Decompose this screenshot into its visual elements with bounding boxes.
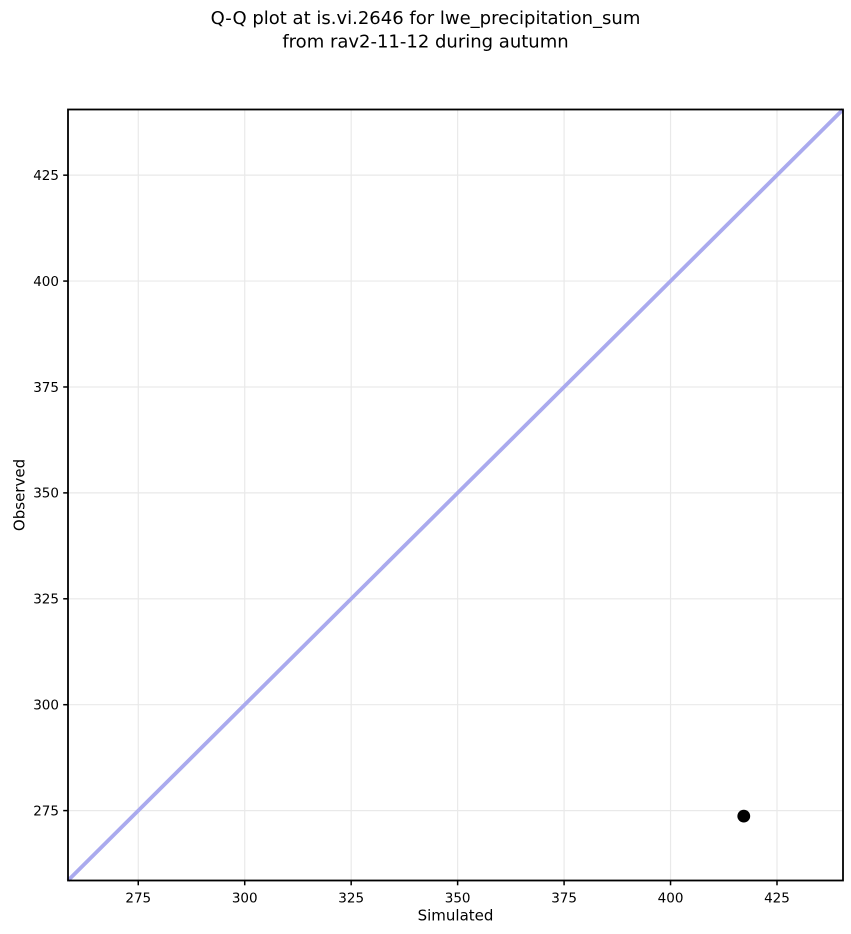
x-tick-label: 350 [445,891,471,907]
axis-ticks [63,174,778,886]
x-tick-label: 325 [338,891,364,907]
scatter-points [737,809,751,823]
gridlines [68,109,843,881]
scatter-point [737,809,751,823]
y-tick-label: 275 [33,803,59,819]
plot-border [67,108,844,882]
y-tick-label: 400 [33,274,59,290]
identity-line [66,108,845,882]
y-axis-label: Observed [11,459,29,531]
axis-tick-labels: 275 300 325 350 375 400 425 275 300 325 350 375 400 4… [33,168,790,907]
identity-line-group [66,108,845,882]
x-tick-label: 400 [658,891,684,907]
y-tick-label: 325 [33,592,59,608]
x-axis-label: Simulated [418,907,494,925]
x-tick-label: 425 [764,891,790,907]
y-tick-label: 300 [33,697,59,713]
x-tick-label: 275 [125,891,151,907]
y-tick-label: 425 [33,168,59,184]
x-tick-label: 300 [232,891,258,907]
y-tick-label: 350 [33,486,59,502]
chart-title-line2: from rav2-11-12 during autumn [282,32,568,53]
chart-title-line1: Q-Q plot at is.vi.2646 for lwe_precipita… [211,8,641,29]
y-tick-label: 375 [33,380,59,396]
x-tick-label: 375 [551,891,577,907]
